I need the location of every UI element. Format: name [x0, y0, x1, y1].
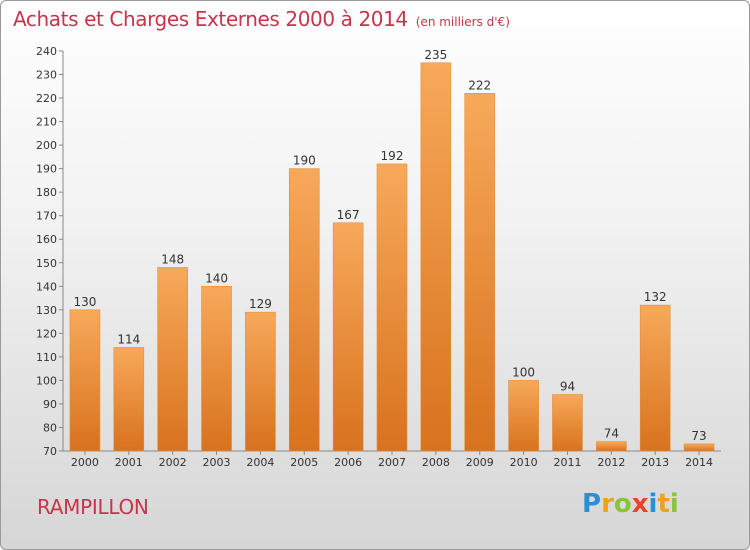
x-tick-label: 2014	[685, 456, 713, 469]
bar-value-label: 222	[468, 78, 491, 92]
bar-value-label: 130	[73, 295, 96, 309]
x-tick-label: 2008	[422, 456, 450, 469]
x-tick-label: 2002	[159, 456, 187, 469]
x-tick-label: 2000	[71, 456, 99, 469]
y-tick-label: 170	[36, 210, 57, 223]
y-tick-label: 80	[43, 421, 57, 434]
x-tick-label: 2010	[510, 456, 538, 469]
x-tick-label: 2011	[553, 456, 581, 469]
chart-title-block: Achats et Charges Externes 2000 à 2014 (e…	[13, 7, 510, 31]
x-tick-label: 2007	[378, 456, 406, 469]
y-tick-label: 190	[36, 163, 57, 176]
y-tick-label: 70	[43, 445, 57, 458]
y-tick-label: 130	[36, 304, 57, 317]
bar-value-label: 140	[205, 271, 228, 285]
y-tick-label: 240	[36, 45, 57, 58]
y-tick-label: 100	[36, 374, 57, 387]
bar-layer	[69, 62, 715, 452]
y-tick-label: 140	[36, 280, 57, 293]
bar-value-label: 100	[512, 365, 535, 379]
y-tick-label: 200	[36, 139, 57, 152]
logo-letter: i	[669, 489, 679, 519]
y-tick-label: 230	[36, 69, 57, 82]
bar-2006	[332, 222, 364, 452]
bar-2002	[157, 267, 188, 452]
bar-2013	[639, 304, 671, 452]
commune-name: RAMPILLON	[37, 495, 149, 519]
bar-2003	[201, 285, 232, 452]
chart-unit: (en milliers d'€)	[415, 15, 510, 29]
logo-letter: x	[631, 489, 649, 519]
x-tick-label: 2004	[246, 456, 274, 469]
bar-value-label: 129	[249, 297, 272, 311]
bar-2010	[508, 380, 539, 452]
bar-value-label: 148	[161, 252, 184, 266]
y-tick-label: 220	[36, 92, 57, 105]
y-tick-label: 180	[36, 186, 57, 199]
bar-2005	[288, 168, 320, 452]
logo-letter: P	[582, 489, 602, 519]
x-tick-label: 2003	[203, 456, 231, 469]
bar-value-label: 74	[604, 427, 619, 441]
x-tick-label: 2009	[466, 456, 494, 469]
logo-letter: i	[648, 489, 658, 519]
x-tick-label: 2012	[597, 456, 625, 469]
y-tick-label: 110	[36, 351, 57, 364]
y-tick-label: 210	[36, 116, 57, 129]
bar-2000	[69, 309, 101, 452]
bar-2001	[113, 347, 145, 452]
bar-2014	[683, 443, 715, 452]
x-tick-label: 2001	[115, 456, 143, 469]
bar-2011	[552, 394, 583, 452]
bar-2007	[376, 163, 408, 452]
y-tick-label: 150	[36, 257, 57, 270]
proxiti-logo[interactable]: Proxiti	[582, 489, 679, 519]
bar-value-label: 94	[560, 380, 575, 394]
bar-value-label: 73	[691, 429, 706, 443]
x-tick-label: 2013	[641, 456, 669, 469]
bar-2012	[596, 441, 627, 452]
bar-value-label: 132	[644, 290, 667, 304]
chart-title: Achats et Charges Externes 2000 à 2014	[13, 7, 408, 31]
x-tick-label: 2005	[290, 456, 318, 469]
y-tick-label: 160	[36, 233, 57, 246]
logo-letter: o	[613, 489, 632, 519]
bar-value-label: 235	[424, 48, 447, 62]
y-tick-label: 120	[36, 327, 57, 340]
bar-value-label: 192	[381, 149, 404, 163]
axis-layer: 70 80 90 100 110 120 130 140 150 160 170 180 190 200 2…	[36, 45, 721, 458]
bar-value-label: 167	[337, 208, 360, 222]
label-layer: 2000 130 2001 114 2002 148 2003 140 2004 129 2005 1…	[71, 48, 713, 469]
logo-letter: r	[601, 489, 614, 519]
bar-2009	[464, 93, 496, 452]
bar-value-label: 190	[293, 154, 316, 168]
bar-2004	[245, 311, 276, 452]
bar-value-label: 114	[117, 332, 140, 346]
y-tick-label: 90	[43, 398, 57, 411]
bar-2008	[420, 62, 452, 452]
x-tick-label: 2006	[334, 456, 362, 469]
logo-letter: t	[657, 489, 670, 519]
